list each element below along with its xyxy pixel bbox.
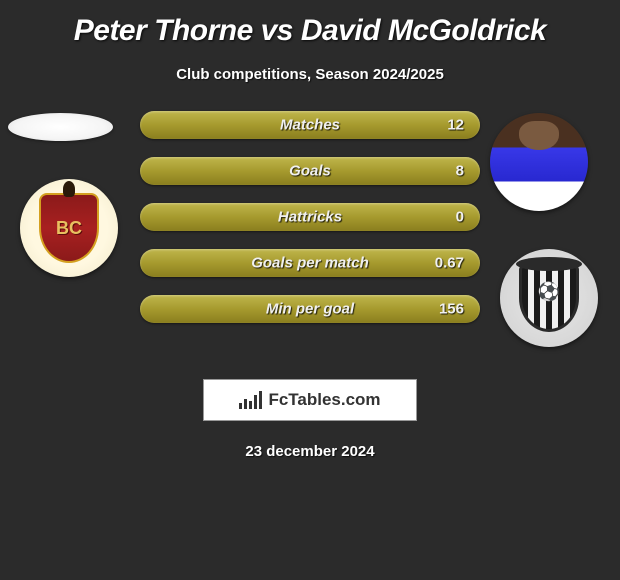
stat-bar: Goals 8 [140,157,480,185]
stat-label: Hattricks [278,209,342,226]
stat-bar: Min per goal 156 [140,295,480,323]
stat-label: Min per goal [266,301,354,318]
stats-area: BC Matches 12 Goals 8 Hattricks 0 Goals … [0,111,620,371]
stat-value: 0.67 [435,255,464,272]
stat-value: 0 [456,209,464,226]
stat-bar: Goals per match 0.67 [140,249,480,277]
footer-brand-text: FcTables.com [268,390,380,410]
stat-value: 12 [447,117,464,134]
stat-bar: Matches 12 [140,111,480,139]
subtitle: Club competitions, Season 2024/2025 [0,66,620,83]
stat-bars: Matches 12 Goals 8 Hattricks 0 Goals per… [140,111,480,341]
stat-bar: Hattricks 0 [140,203,480,231]
player-left-avatar [8,113,113,141]
stat-label: Goals [289,163,331,180]
stat-label: Goals per match [251,255,369,272]
club-right-badge [500,249,598,347]
club-left-badge-inner: BC [39,193,99,263]
player-right-avatar [490,113,588,211]
stat-value: 8 [456,163,464,180]
footer-brand: FcTables.com [203,379,417,421]
stat-label: Matches [280,117,340,134]
date-text: 23 december 2024 [0,443,620,460]
bar-chart-icon [239,391,262,409]
stat-value: 156 [439,301,464,318]
page-title: Peter Thorne vs David McGoldrick [0,0,620,48]
club-right-badge-inner [519,264,579,332]
club-left-badge: BC [20,179,118,277]
